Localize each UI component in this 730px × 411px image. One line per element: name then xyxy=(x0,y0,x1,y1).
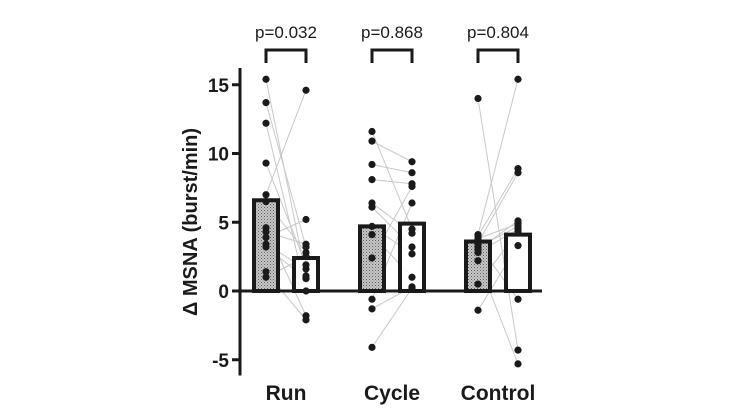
data-point xyxy=(514,242,522,250)
y-tick-label: 5 xyxy=(218,213,229,234)
data-point xyxy=(368,254,376,262)
pair-line xyxy=(477,168,519,237)
data-point xyxy=(302,316,310,324)
y-tick-label: -5 xyxy=(212,351,229,372)
pair-line xyxy=(477,172,519,244)
data-point xyxy=(368,127,376,136)
data-point xyxy=(262,228,270,236)
data-point xyxy=(368,160,376,169)
data-point xyxy=(262,159,270,167)
pair-line xyxy=(371,179,413,185)
p-value-label: p=0.868 xyxy=(361,23,423,42)
pair-line xyxy=(265,79,307,276)
data-point xyxy=(474,280,482,288)
data-point xyxy=(368,203,376,211)
data-point xyxy=(514,217,522,225)
pair-line xyxy=(371,140,413,163)
data-point xyxy=(474,306,482,314)
data-point xyxy=(368,137,376,145)
data-point xyxy=(514,75,522,83)
data-points xyxy=(262,75,522,368)
data-point xyxy=(514,225,522,233)
data-point xyxy=(262,243,270,251)
data-point xyxy=(262,233,270,241)
data-point xyxy=(302,240,310,248)
data-point xyxy=(262,99,270,107)
data-point xyxy=(408,158,416,166)
significance-bracket xyxy=(370,48,414,63)
data-point xyxy=(514,295,522,303)
data-point xyxy=(302,265,310,273)
data-point xyxy=(408,229,416,237)
significance-bracket xyxy=(264,48,308,63)
data-point xyxy=(262,273,270,281)
significance-bracket xyxy=(476,48,520,63)
y-tick-label: 0 xyxy=(218,282,229,303)
y-axis-label: Δ MSNA (burst/min) xyxy=(180,128,202,316)
category-label: Control xyxy=(461,382,536,405)
pair-line xyxy=(371,287,413,348)
data-point xyxy=(474,257,482,265)
pair-line xyxy=(371,131,413,230)
pair-line xyxy=(371,164,413,174)
data-point xyxy=(302,215,310,224)
data-point xyxy=(262,191,270,199)
data-point xyxy=(474,248,482,257)
data-point xyxy=(408,243,416,251)
pair-line xyxy=(477,98,519,351)
y-tick-label: 10 xyxy=(208,145,229,166)
data-point xyxy=(368,222,376,230)
data-point xyxy=(262,198,270,206)
p-value-label: p=0.804 xyxy=(467,23,529,42)
p-value-label: p=0.032 xyxy=(255,23,317,42)
data-point xyxy=(262,119,270,127)
category-label: Run xyxy=(266,382,307,405)
data-point xyxy=(262,75,270,83)
data-point xyxy=(514,360,522,368)
data-point xyxy=(514,346,522,354)
data-point xyxy=(368,295,376,303)
pair-line xyxy=(477,79,519,235)
data-point xyxy=(514,169,522,177)
data-point xyxy=(302,86,310,94)
data-point xyxy=(368,343,376,351)
data-point xyxy=(474,94,482,103)
data-point xyxy=(408,182,416,191)
data-point xyxy=(408,199,416,207)
pair-line xyxy=(265,90,307,195)
data-point xyxy=(408,169,416,177)
data-point xyxy=(302,253,310,261)
data-point xyxy=(368,305,376,313)
category-label: Cycle xyxy=(364,382,420,405)
data-point xyxy=(262,268,270,276)
data-point xyxy=(368,176,376,184)
axes: -5 0 5 10 15 p=0.032 Run p=0.868 Cycle p=0.804 Con… xyxy=(208,23,542,405)
data-point xyxy=(408,250,416,258)
pair-line xyxy=(265,162,307,266)
y-tick-label: 15 xyxy=(208,76,230,97)
data-point xyxy=(474,240,482,248)
data-point xyxy=(302,275,310,283)
data-point xyxy=(368,231,376,239)
data-point xyxy=(408,273,416,281)
